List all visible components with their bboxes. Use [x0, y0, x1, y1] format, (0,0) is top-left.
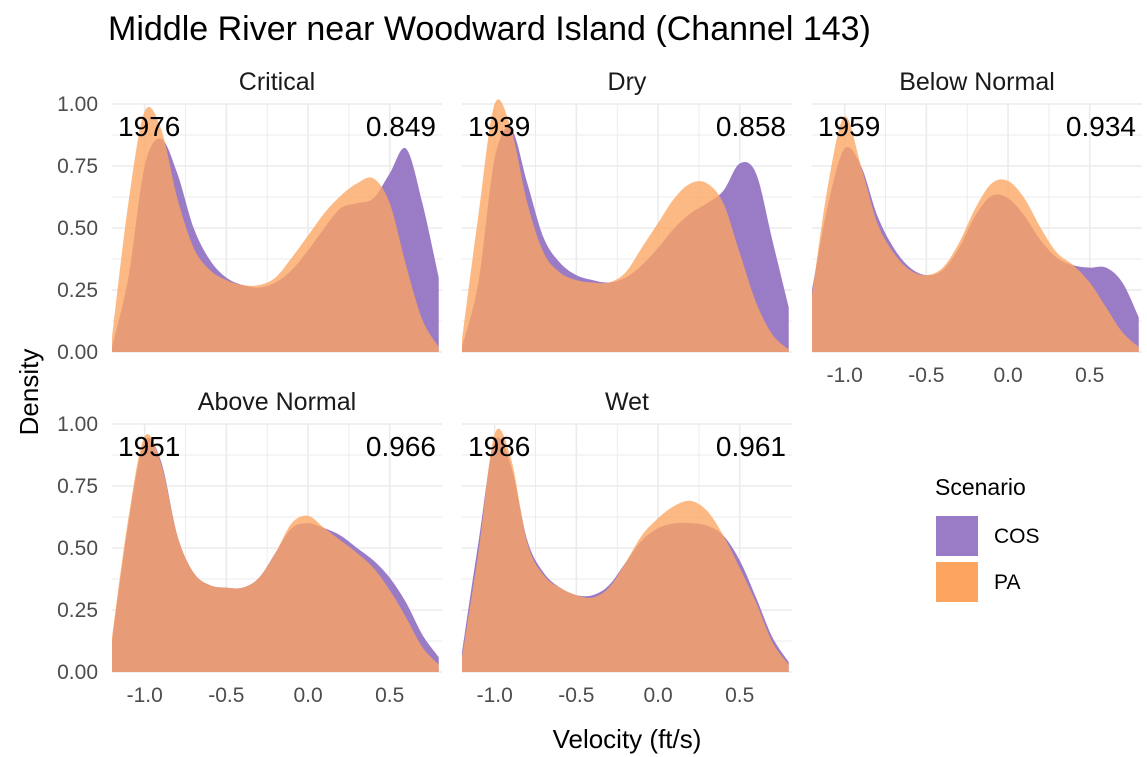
- y-tick-label: 0.25: [57, 279, 98, 302]
- x-axis-label: Velocity (ft/s): [553, 724, 702, 754]
- x-tick-label: -0.5: [558, 684, 594, 707]
- density-area-pa: [112, 434, 439, 672]
- panel-critical: Critical 1976 0.849 0.00 0.25 0.50 0.75 1.00: [57, 68, 442, 364]
- y-tick-label: 0.75: [57, 475, 98, 498]
- panel-year-annotation: 1976: [118, 111, 180, 142]
- legend: Scenario COS PA: [935, 474, 1040, 602]
- density-area-pa: [462, 99, 789, 352]
- y-tick-label: 1.00: [57, 93, 98, 116]
- density-area-pa: [112, 106, 439, 352]
- y-tick-label: 0.50: [57, 217, 98, 240]
- x-tick-label: -0.5: [208, 684, 244, 707]
- y-tick-label: 0.25: [57, 599, 98, 622]
- legend-label-cos: COS: [994, 525, 1040, 548]
- panel-year-annotation: 1951: [118, 431, 180, 462]
- legend-key-cos: [936, 516, 978, 556]
- x-tick-label: -0.5: [908, 364, 944, 387]
- x-tick-label: 0.5: [725, 684, 754, 707]
- density-area-pa: [462, 428, 789, 672]
- panel-strip-label: Wet: [605, 388, 649, 416]
- x-tick-label: 0.0: [293, 684, 322, 707]
- panel-value-annotation: 0.934: [1066, 111, 1136, 142]
- legend-key-pa: [936, 562, 978, 602]
- panel-strip-label: Dry: [608, 68, 647, 96]
- panel-wet: Wet 1986 0.961 -1.0 -0.5 0.0 0.5: [462, 388, 792, 707]
- panel-value-annotation: 0.966: [366, 431, 436, 462]
- y-tick-label: 0.00: [57, 341, 98, 364]
- legend-label-pa: PA: [994, 571, 1020, 594]
- x-tick-label: 0.0: [643, 684, 672, 707]
- y-tick-label: 0.50: [57, 537, 98, 560]
- panel-value-annotation: 0.858: [716, 111, 786, 142]
- panel-year-annotation: 1939: [468, 111, 530, 142]
- panel-dry: Dry 1939 0.858: [462, 68, 792, 353]
- panel-above-normal: Above Normal 1951 0.966 0.00 0.25 0.50 0.75 1.0…: [57, 388, 442, 707]
- x-tick-label: 0.5: [375, 684, 404, 707]
- panel-strip-label: Below Normal: [899, 68, 1055, 96]
- x-tick-label: -1.0: [827, 364, 863, 387]
- chart-title: Middle River near Woodward Island (Chann…: [108, 10, 871, 48]
- density-area-pa: [812, 116, 1139, 352]
- panel-year-annotation: 1959: [818, 111, 880, 142]
- panel-value-annotation: 0.849: [366, 111, 436, 142]
- x-tick-label: -1.0: [477, 684, 513, 707]
- legend-title: Scenario: [935, 474, 1026, 500]
- x-tick-label: -1.0: [127, 684, 163, 707]
- panel-strip-label: Critical: [239, 68, 315, 96]
- panel-value-annotation: 0.961: [716, 431, 786, 462]
- y-tick-label: 0.75: [57, 155, 98, 178]
- y-axis-label: Density: [14, 349, 44, 436]
- panel-below-normal: Below Normal 1959 0.934 -1.0 -0.5 0.0 0.5: [812, 68, 1142, 387]
- panel-strip-label: Above Normal: [198, 388, 356, 416]
- x-tick-label: 0.0: [993, 364, 1022, 387]
- panel-year-annotation: 1986: [468, 431, 530, 462]
- x-tick-label: 0.5: [1075, 364, 1104, 387]
- y-tick-label: 0.00: [57, 661, 98, 684]
- y-tick-label: 1.00: [57, 413, 98, 436]
